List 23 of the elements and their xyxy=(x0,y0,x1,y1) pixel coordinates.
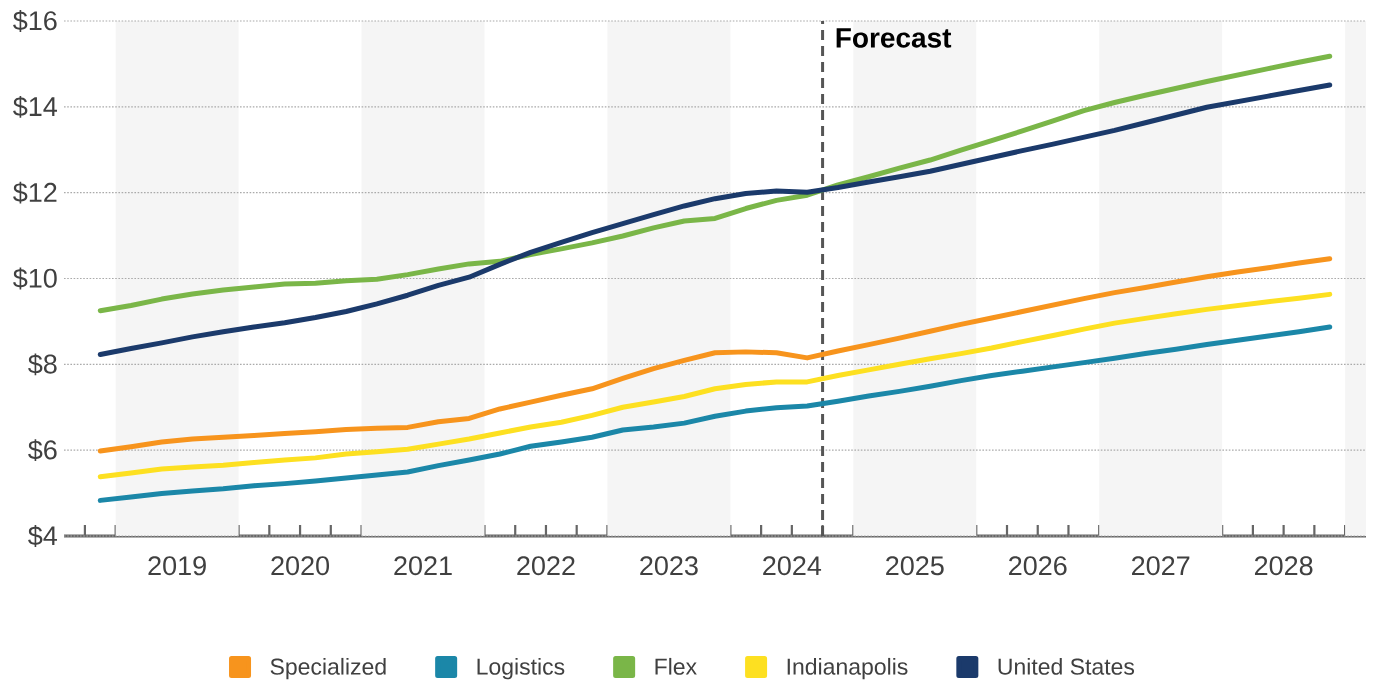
x-tick-label: 2026 xyxy=(1009,556,1067,576)
x-tick-label: 2027 xyxy=(1132,556,1190,576)
x-tick-label: 2022 xyxy=(517,556,575,576)
legend-label: Indianapolis xyxy=(787,657,908,680)
y-tick-label: $16 xyxy=(13,10,57,32)
y-tick-label: $8 xyxy=(28,353,57,376)
x-tick-label: 2019 xyxy=(148,556,206,576)
x-tick-label: 2024 xyxy=(763,556,822,576)
y-tick-label: $4 xyxy=(28,525,58,547)
x-tick-label: 2023 xyxy=(640,556,698,576)
x-tick-label: 2028 xyxy=(1254,556,1313,576)
x-tick-label: 2021 xyxy=(394,556,452,576)
legend-label: Logistics xyxy=(477,657,565,680)
x-tick-label: 2025 xyxy=(886,556,944,576)
ref-line-label: Forecast xyxy=(836,28,952,48)
legend-label: United States xyxy=(998,657,1135,675)
legend-label: Flex xyxy=(655,657,697,675)
y-tick-label: $12 xyxy=(13,181,57,204)
y-tick-label: $6 xyxy=(28,439,57,462)
y-tick-label: $14 xyxy=(13,95,58,118)
legend-label: Specialized xyxy=(270,657,386,680)
x-tick-label: 2020 xyxy=(271,556,330,576)
y-tick-label: $10 xyxy=(13,267,57,290)
